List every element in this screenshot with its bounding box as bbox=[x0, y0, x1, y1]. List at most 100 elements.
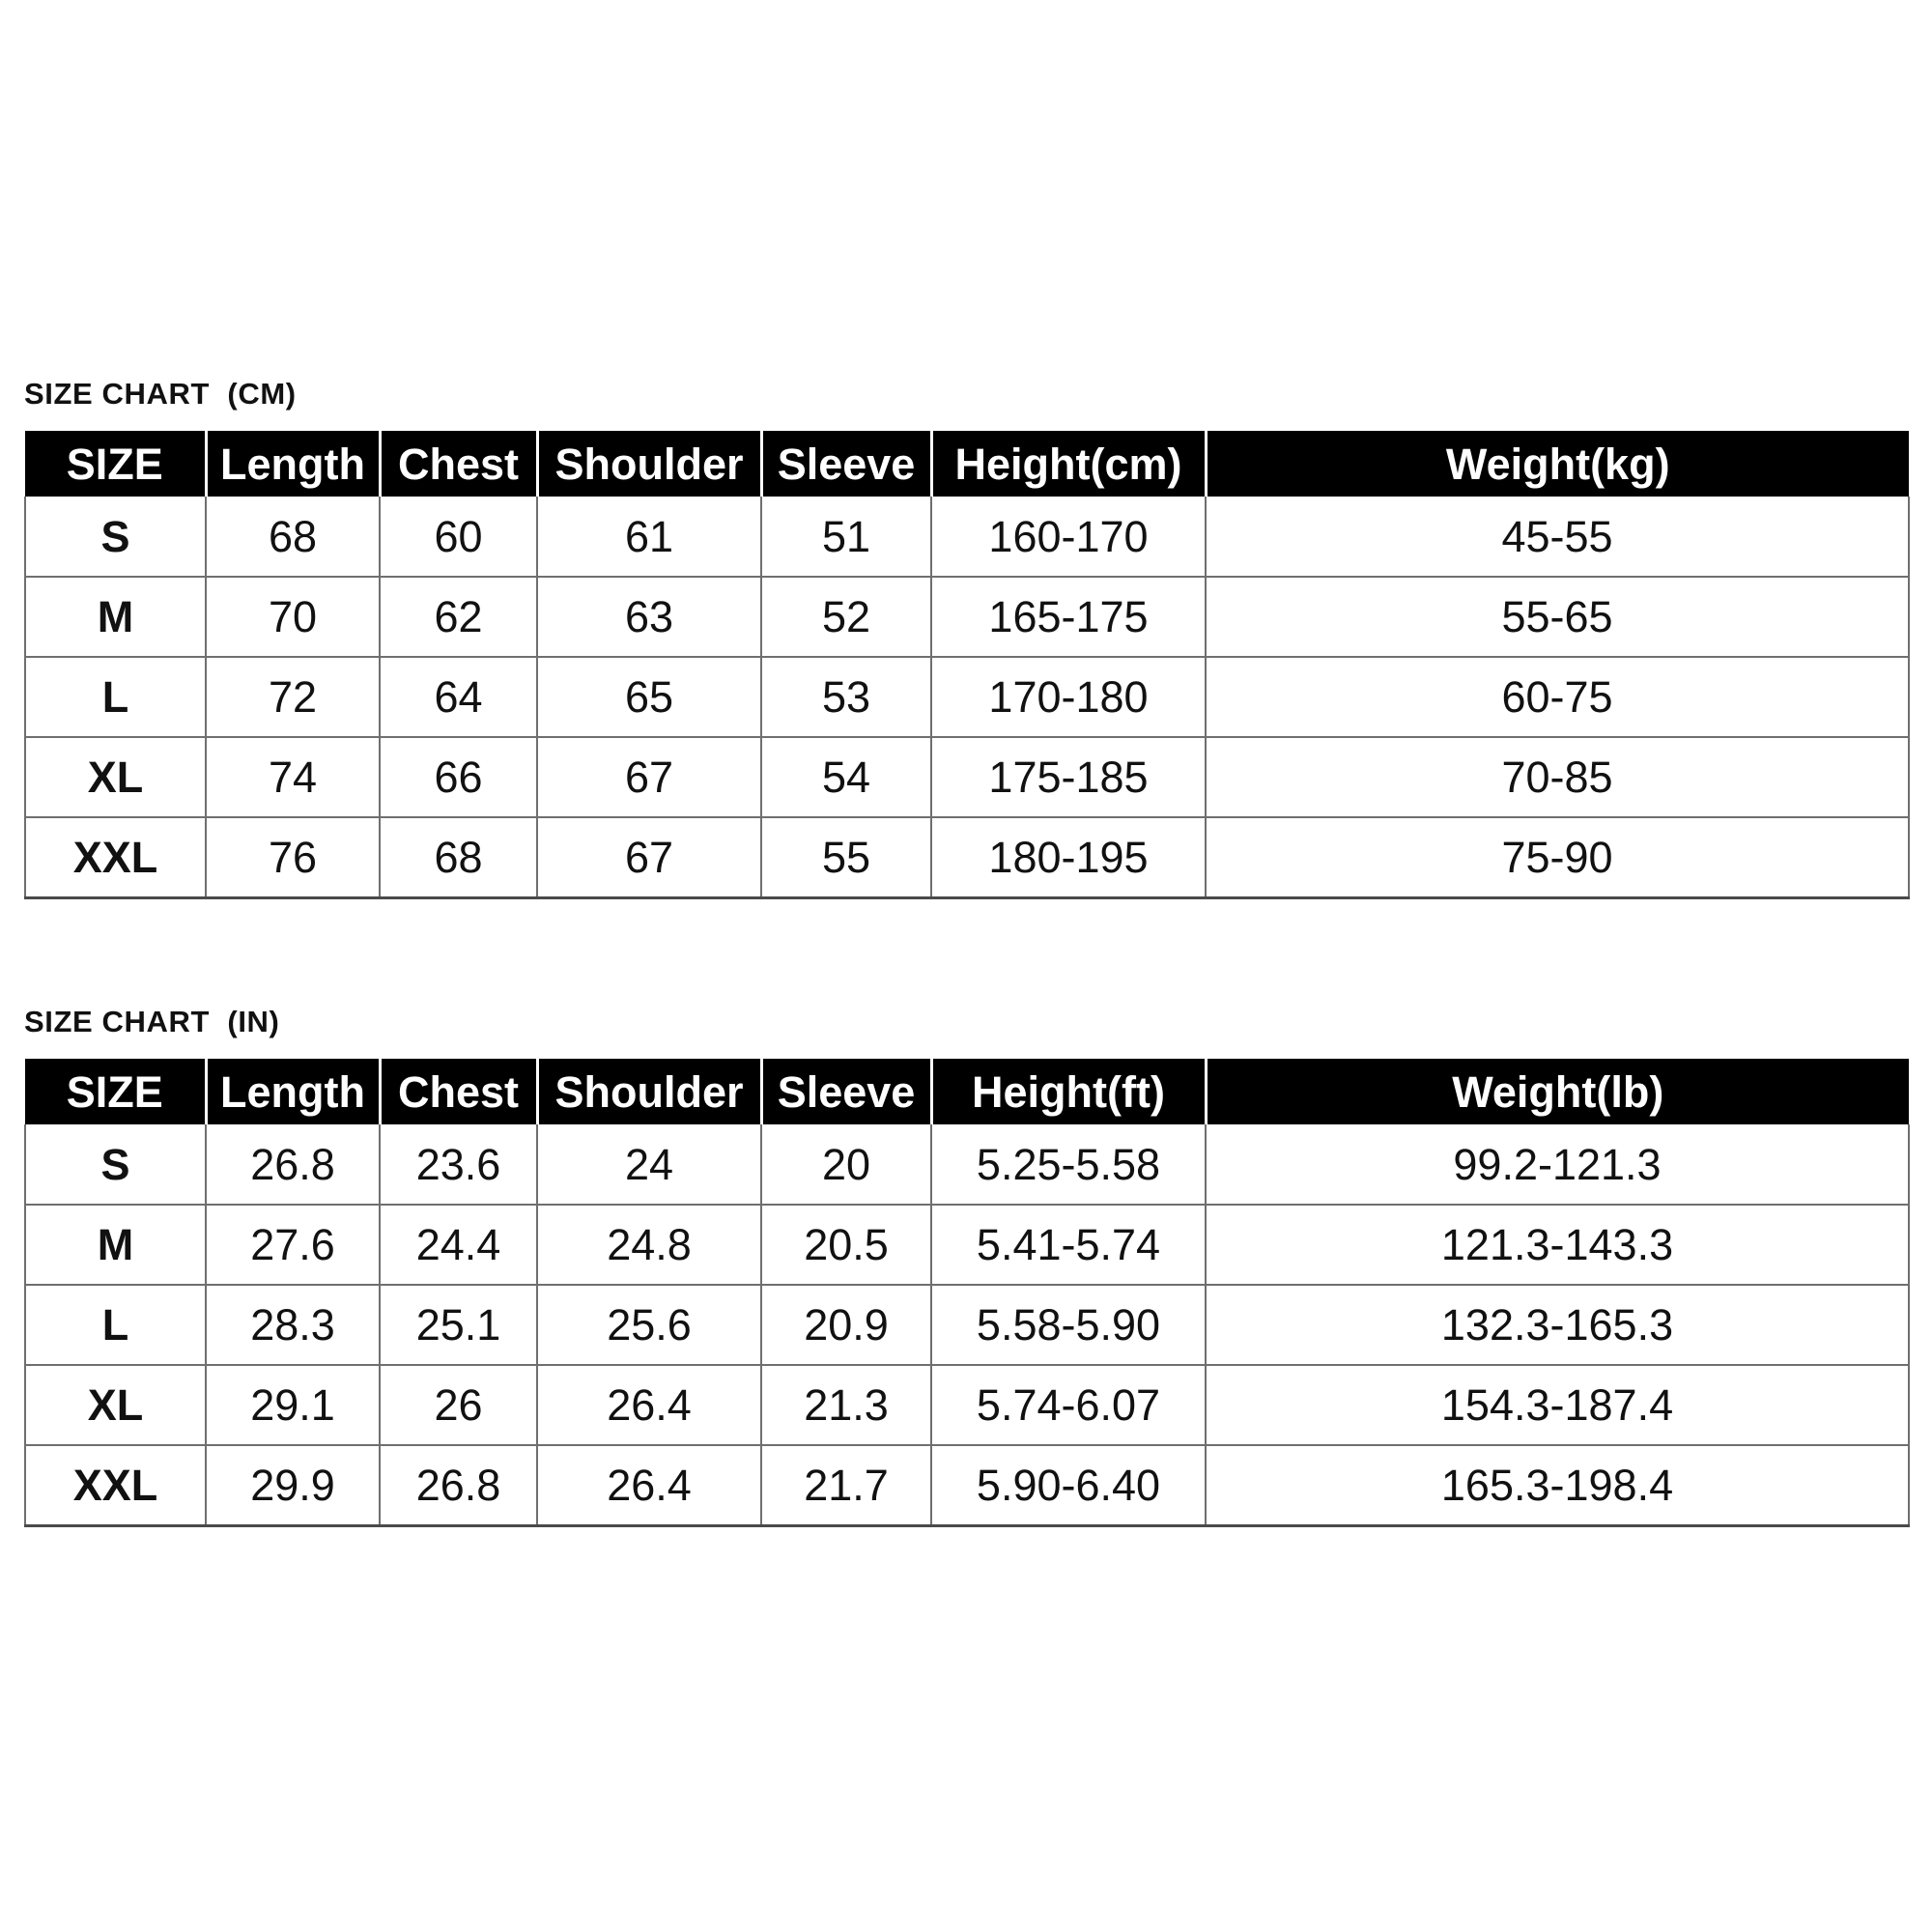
header-row: SIZE Length Chest Shoulder Sleeve Height… bbox=[25, 431, 1909, 497]
cell-height: 180-195 bbox=[931, 817, 1207, 899]
cell-chest: 26 bbox=[380, 1365, 538, 1446]
size-chart-cm-table: SIZE Length Chest Shoulder Sleeve Height… bbox=[24, 431, 1910, 899]
cell-chest: 68 bbox=[380, 817, 538, 899]
cell-shoulder: 67 bbox=[537, 737, 762, 818]
cell-shoulder: 24.8 bbox=[537, 1205, 762, 1286]
cell-length: 74 bbox=[206, 737, 381, 818]
cell-length: 28.3 bbox=[206, 1285, 381, 1366]
cell-length: 26.8 bbox=[206, 1124, 381, 1206]
cell-sleeve: 53 bbox=[761, 657, 932, 738]
cell-height: 170-180 bbox=[931, 657, 1207, 738]
cell-shoulder: 24 bbox=[537, 1124, 762, 1206]
size-chart-in-title: SIZE CHART (IN) bbox=[24, 1005, 280, 1038]
table-row: L 28.3 25.1 25.6 20.9 5.58-5.90 132.3-16… bbox=[24, 1285, 1910, 1366]
table-row: XL 74 66 67 54 175-185 70-85 bbox=[24, 737, 1910, 818]
column-header-sleeve: Sleeve bbox=[761, 431, 933, 497]
cell-weight: 75-90 bbox=[1206, 817, 1910, 899]
cell-length: 70 bbox=[206, 577, 381, 658]
cell-height: 175-185 bbox=[931, 737, 1207, 818]
cell-height: 5.41-5.74 bbox=[931, 1205, 1207, 1286]
cell-weight: 70-85 bbox=[1206, 737, 1910, 818]
table-row: S 68 60 61 51 160-170 45-55 bbox=[24, 497, 1910, 578]
cell-height: 160-170 bbox=[931, 497, 1207, 578]
column-header-length: Length bbox=[206, 431, 382, 497]
column-header-size: SIZE bbox=[25, 431, 208, 497]
table-row: L 72 64 65 53 170-180 60-75 bbox=[24, 657, 1910, 738]
column-header-length: Length bbox=[206, 1059, 382, 1124]
cell-length: 72 bbox=[206, 657, 381, 738]
cell-size: S bbox=[24, 1124, 207, 1206]
table-row: S 26.8 23.6 24 20 5.25-5.58 99.2-121.3 bbox=[24, 1124, 1910, 1206]
cell-size: L bbox=[24, 657, 207, 738]
column-header-height: Height(ft) bbox=[931, 1059, 1208, 1124]
cell-weight: 154.3-187.4 bbox=[1206, 1365, 1910, 1446]
table-body: S 26.8 23.6 24 20 5.25-5.58 99.2-121.3 M… bbox=[24, 1124, 1910, 1527]
cell-sleeve: 21.7 bbox=[761, 1445, 932, 1527]
cell-shoulder: 61 bbox=[537, 497, 762, 578]
cell-weight: 132.3-165.3 bbox=[1206, 1285, 1910, 1366]
cell-weight: 99.2-121.3 bbox=[1206, 1124, 1910, 1206]
table-row: XXL 29.9 26.8 26.4 21.7 5.90-6.40 165.3-… bbox=[24, 1445, 1910, 1527]
cell-sleeve: 55 bbox=[761, 817, 932, 899]
cell-chest: 23.6 bbox=[380, 1124, 538, 1206]
cell-size: M bbox=[24, 1205, 207, 1286]
cell-sleeve: 21.3 bbox=[761, 1365, 932, 1446]
table-row: M 70 62 63 52 165-175 55-65 bbox=[24, 577, 1910, 658]
cell-size: M bbox=[24, 577, 207, 658]
size-chart-cm-title: SIZE CHART (CM) bbox=[24, 377, 297, 411]
cell-sleeve: 20.9 bbox=[761, 1285, 932, 1366]
column-header-shoulder: Shoulder bbox=[537, 1059, 763, 1124]
cell-shoulder: 65 bbox=[537, 657, 762, 738]
column-header-shoulder: Shoulder bbox=[537, 431, 763, 497]
cell-shoulder: 26.4 bbox=[537, 1365, 762, 1446]
cell-height: 5.90-6.40 bbox=[931, 1445, 1207, 1527]
cell-weight: 55-65 bbox=[1206, 577, 1910, 658]
cell-chest: 26.8 bbox=[380, 1445, 538, 1527]
cell-size: S bbox=[24, 497, 207, 578]
size-chart-cm-section: SIZE CHART (CM) SIZE Length Chest Should… bbox=[24, 377, 1910, 899]
column-header-chest: Chest bbox=[380, 431, 539, 497]
column-header-height: Height(cm) bbox=[931, 431, 1208, 497]
column-header-size: SIZE bbox=[25, 1059, 208, 1124]
cell-weight: 45-55 bbox=[1206, 497, 1910, 578]
cell-weight: 121.3-143.3 bbox=[1206, 1205, 1910, 1286]
column-header-sleeve: Sleeve bbox=[761, 1059, 933, 1124]
cell-size: XL bbox=[24, 1365, 207, 1446]
cell-sleeve: 51 bbox=[761, 497, 932, 578]
table-body: S 68 60 61 51 160-170 45-55 M 70 62 63 5… bbox=[24, 497, 1910, 899]
cell-chest: 60 bbox=[380, 497, 538, 578]
table-header: SIZE Length Chest Shoulder Sleeve Height… bbox=[25, 431, 1909, 497]
cell-sleeve: 20 bbox=[761, 1124, 932, 1206]
cell-chest: 25.1 bbox=[380, 1285, 538, 1366]
cell-height: 5.58-5.90 bbox=[931, 1285, 1207, 1366]
column-header-chest: Chest bbox=[380, 1059, 539, 1124]
cell-size: XXL bbox=[24, 817, 207, 899]
cell-height: 5.25-5.58 bbox=[931, 1124, 1207, 1206]
cell-length: 27.6 bbox=[206, 1205, 381, 1286]
header-row: SIZE Length Chest Shoulder Sleeve Height… bbox=[25, 1059, 1909, 1124]
column-header-weight: Weight(kg) bbox=[1206, 431, 1909, 497]
cell-shoulder: 25.6 bbox=[537, 1285, 762, 1366]
cell-shoulder: 67 bbox=[537, 817, 762, 899]
table-row: M 27.6 24.4 24.8 20.5 5.41-5.74 121.3-14… bbox=[24, 1205, 1910, 1286]
cell-weight: 60-75 bbox=[1206, 657, 1910, 738]
cell-chest: 64 bbox=[380, 657, 538, 738]
cell-shoulder: 63 bbox=[537, 577, 762, 658]
cell-weight: 165.3-198.4 bbox=[1206, 1445, 1910, 1527]
size-chart-in-section: SIZE CHART (IN) SIZE Length Chest Should… bbox=[24, 1005, 1910, 1527]
table-row: XXL 76 68 67 55 180-195 75-90 bbox=[24, 817, 1910, 899]
table-row: XL 29.1 26 26.4 21.3 5.74-6.07 154.3-187… bbox=[24, 1365, 1910, 1446]
cell-chest: 62 bbox=[380, 577, 538, 658]
cell-length: 68 bbox=[206, 497, 381, 578]
cell-size: XL bbox=[24, 737, 207, 818]
cell-sleeve: 54 bbox=[761, 737, 932, 818]
cell-height: 165-175 bbox=[931, 577, 1207, 658]
size-chart-in-table: SIZE Length Chest Shoulder Sleeve Height… bbox=[24, 1059, 1910, 1527]
cell-chest: 24.4 bbox=[380, 1205, 538, 1286]
cell-length: 29.9 bbox=[206, 1445, 381, 1527]
cell-sleeve: 20.5 bbox=[761, 1205, 932, 1286]
cell-size: L bbox=[24, 1285, 207, 1366]
cell-shoulder: 26.4 bbox=[537, 1445, 762, 1527]
cell-length: 76 bbox=[206, 817, 381, 899]
